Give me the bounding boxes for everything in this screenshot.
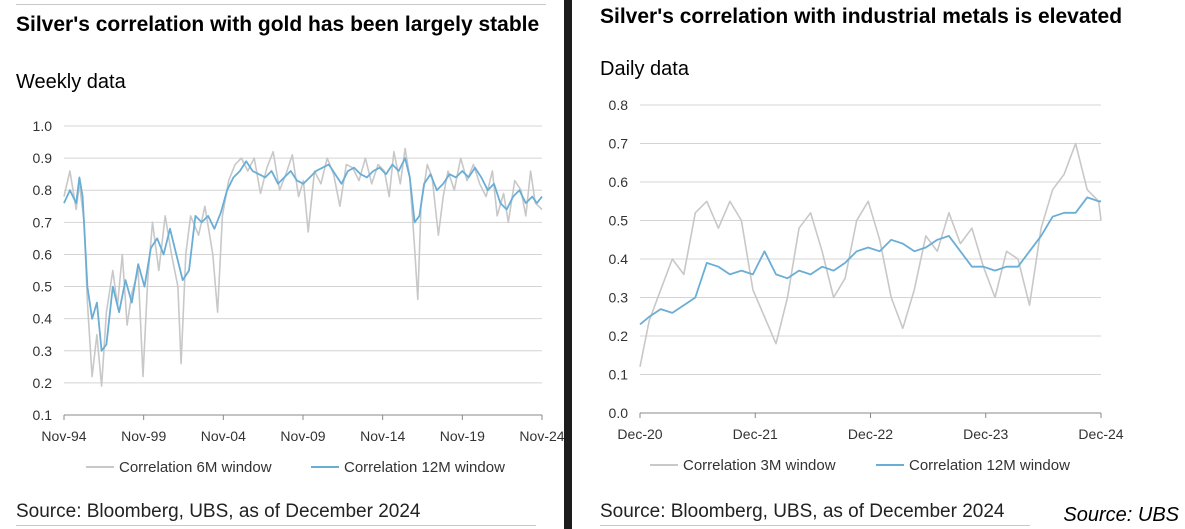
x-tick-label: Nov-24 bbox=[519, 428, 564, 444]
x-tick-label: Dec-21 bbox=[733, 426, 778, 442]
y-tick-label: 0.3 bbox=[33, 343, 53, 359]
series-line-1 bbox=[639, 142, 1102, 367]
legend-label: Correlation 3M window bbox=[683, 457, 836, 474]
chart-source: Source: Bloomberg, UBS, as of December 2… bbox=[16, 501, 421, 522]
series-line-1 bbox=[63, 147, 543, 387]
y-tick-label: 0.7 bbox=[609, 136, 629, 152]
bottom-rule bbox=[600, 525, 1030, 526]
x-tick-label: Nov-14 bbox=[360, 428, 405, 444]
y-tick-label: 0.4 bbox=[609, 251, 629, 267]
chart-panel-industrial-metals: Silver's correlation with industrial met… bbox=[572, 0, 1185, 529]
y-tick-label: 0.6 bbox=[609, 174, 629, 190]
legend-label: Correlation 6M window bbox=[119, 459, 272, 476]
y-tick-label: 0.3 bbox=[609, 290, 629, 306]
series-line-2 bbox=[639, 196, 1101, 326]
y-tick-label: 0.7 bbox=[33, 214, 53, 230]
chart-title: Silver's correlation with industrial met… bbox=[600, 5, 1123, 28]
y-tick-label: 0.5 bbox=[33, 279, 53, 295]
correlation-chart-gold: 0.1 0.2 0.3 0.4 0.5 0.6 0.7 0.8 0.9 1.0 Nov-94 Nov-… bbox=[33, 118, 564, 476]
chart-subtitle: Daily data bbox=[600, 58, 689, 80]
y-tick-label: 0.1 bbox=[33, 407, 53, 423]
y-tick-label: 0.1 bbox=[609, 367, 629, 383]
bottom-rule bbox=[16, 525, 536, 526]
y-tick-label: 0.8 bbox=[33, 182, 53, 198]
legend-label: Correlation 12M window bbox=[909, 457, 1070, 474]
chart-title: Silver's correlation with gold has been … bbox=[16, 13, 540, 36]
y-tick-label: 1.0 bbox=[33, 118, 53, 134]
top-rule bbox=[16, 4, 546, 5]
chart-source: Source: Bloomberg, UBS, as of December 2… bbox=[600, 501, 1005, 522]
series-line-2 bbox=[63, 157, 543, 352]
y-tick-label: 0.0 bbox=[609, 405, 629, 421]
x-tick-label: Dec-23 bbox=[963, 426, 1008, 442]
y-tick-label: 0.2 bbox=[33, 375, 53, 391]
chart-panel-gold: Silver's correlation with gold has been … bbox=[0, 0, 564, 529]
y-tick-label: 0.2 bbox=[609, 328, 629, 344]
y-tick-label: 0.5 bbox=[609, 213, 629, 229]
chart-subtitle: Weekly data bbox=[16, 71, 126, 93]
y-tick-label: 0.6 bbox=[33, 246, 53, 262]
x-tick-label: Nov-04 bbox=[201, 428, 246, 444]
y-tick-label: 0.4 bbox=[33, 311, 53, 327]
x-tick-label: Nov-09 bbox=[280, 428, 325, 444]
x-tick-label: Dec-22 bbox=[848, 426, 893, 442]
image-credit: Source: UBS bbox=[1063, 504, 1179, 526]
legend-label: Correlation 12M window bbox=[344, 459, 505, 476]
x-tick-label: Nov-99 bbox=[121, 428, 166, 444]
x-tick-label: Dec-24 bbox=[1078, 426, 1123, 442]
x-tick-label: Dec-20 bbox=[617, 426, 662, 442]
y-tick-label: 0.8 bbox=[609, 97, 629, 113]
correlation-chart-industrial: 0.0 0.1 0.2 0.3 0.4 0.5 0.6 0.7 0.8 Dec-20 Dec-21 D… bbox=[609, 97, 1124, 474]
x-tick-label: Nov-19 bbox=[440, 428, 485, 444]
y-tick-label: 0.9 bbox=[33, 150, 53, 166]
x-tick-label: Nov-94 bbox=[41, 428, 86, 444]
